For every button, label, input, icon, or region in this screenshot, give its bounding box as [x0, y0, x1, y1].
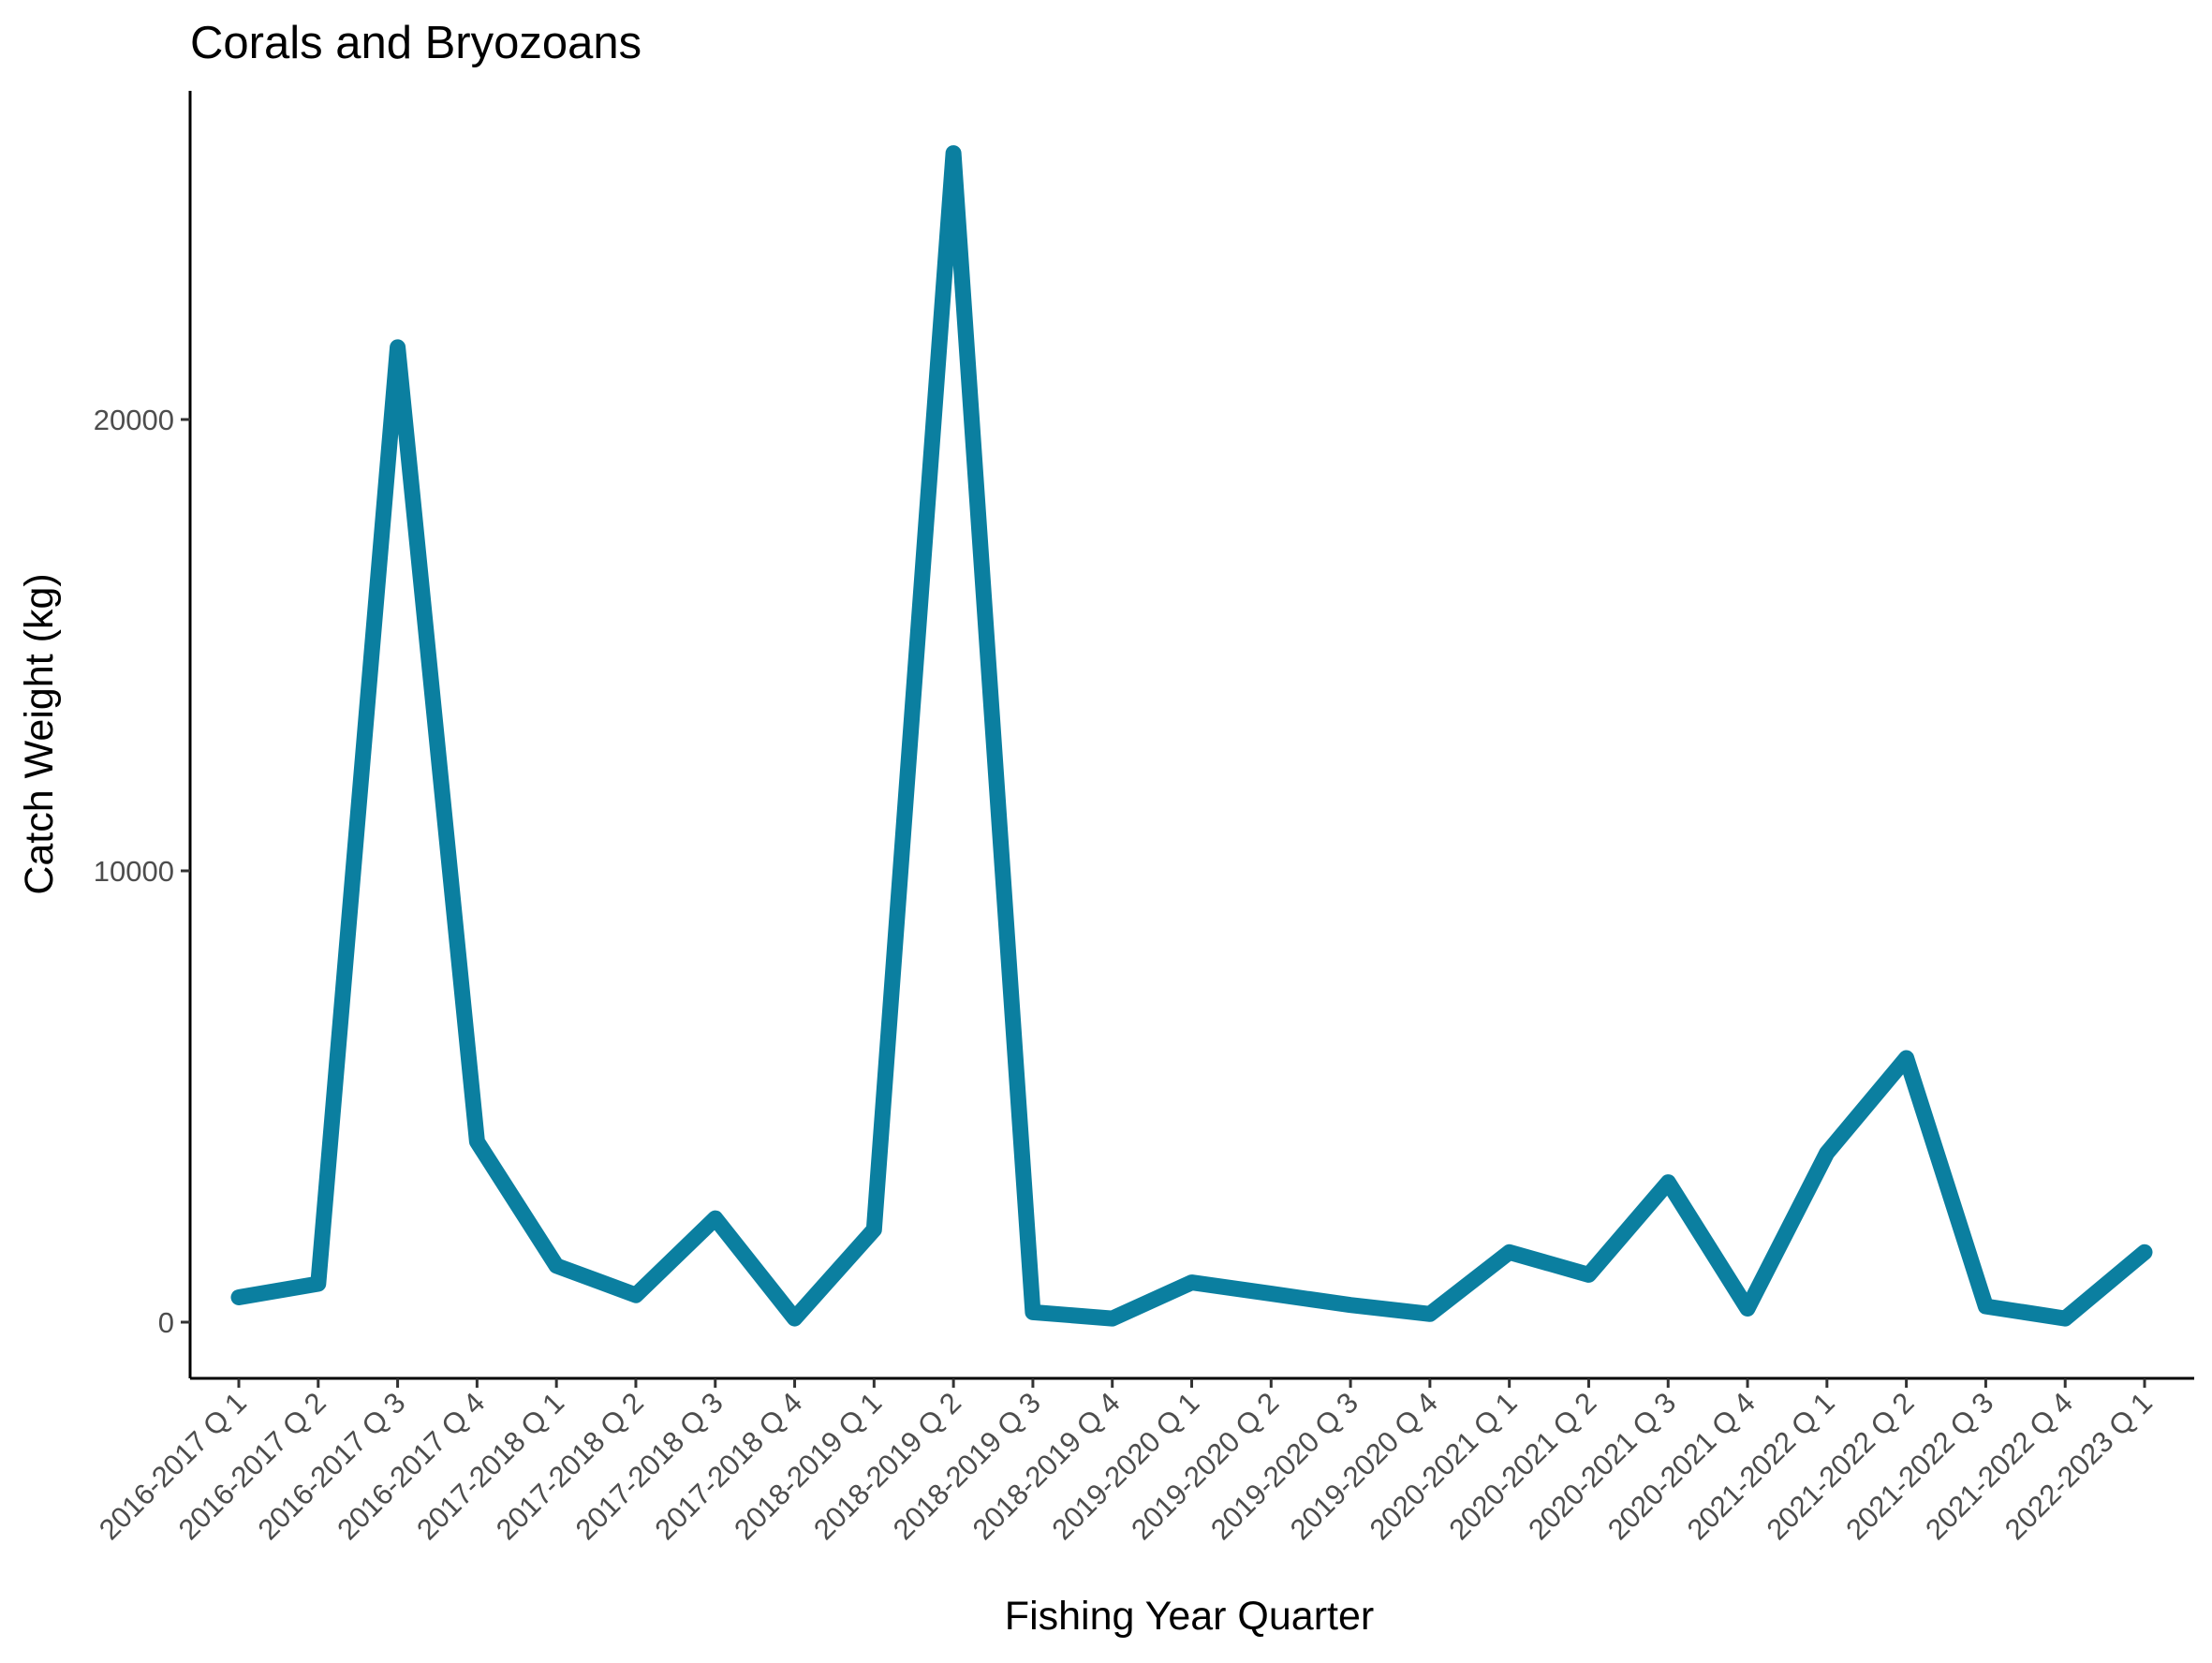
- plot-area: [230, 145, 2153, 1327]
- chart-title: Corals and Bryozoans: [190, 18, 641, 68]
- y-tick-label: 10000: [94, 855, 174, 888]
- y-tick-label: 20000: [94, 404, 174, 436]
- y-axis-ticks: 0 10000 20000: [94, 404, 190, 1339]
- x-tick-label: 2022-2023 Q 1: [1998, 1386, 2159, 1546]
- y-tick-label: 0: [158, 1306, 174, 1339]
- y-axis-title: Catch Weight (kg): [17, 573, 62, 894]
- series-line: [230, 145, 2153, 1327]
- x-axis-title: Fishing Year Quarter: [1005, 1594, 1374, 1639]
